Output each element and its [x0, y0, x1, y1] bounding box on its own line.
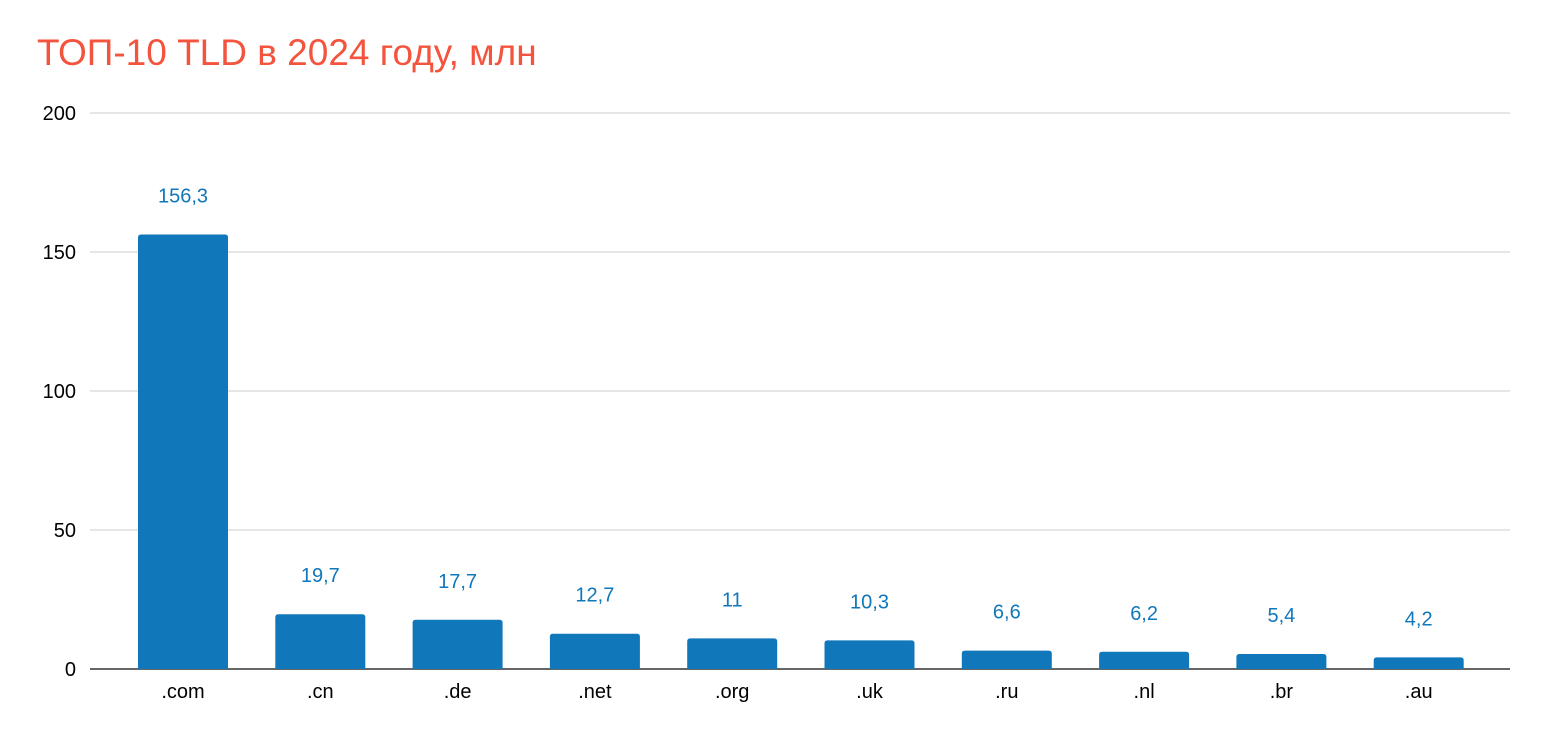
bar	[687, 638, 778, 669]
data-label: 6,6	[993, 602, 1021, 624]
bar	[824, 640, 915, 669]
bar	[961, 650, 1052, 669]
data-label: 4,2	[1405, 608, 1433, 630]
y-tick-label: 150	[43, 242, 76, 264]
data-label: 5,4	[1267, 605, 1295, 627]
data-label: 12,7	[575, 585, 614, 607]
x-tick-label: .net	[578, 681, 612, 703]
bar	[1373, 657, 1464, 669]
bar	[275, 614, 366, 669]
bar	[1236, 653, 1327, 669]
y-tick-label: 0	[65, 659, 76, 681]
x-tick-label: .de	[444, 681, 472, 703]
bar	[138, 234, 228, 669]
x-tick-label: .cn	[307, 681, 334, 703]
x-tick-label: .au	[1405, 681, 1433, 703]
x-tick-label: .nl	[1134, 681, 1155, 703]
x-tick-label: .org	[715, 681, 749, 703]
y-tick-label: 50	[54, 520, 76, 542]
x-tick-label: .com	[161, 681, 204, 703]
chart-title: ТОП-10 TLD в 2024 году, млн	[37, 32, 537, 73]
y-tick-label: 100	[43, 381, 76, 403]
data-label: 11	[722, 589, 743, 611]
x-tick-label: .br	[1270, 681, 1294, 703]
bar	[1099, 651, 1190, 669]
bar	[412, 619, 503, 669]
bar	[549, 633, 640, 669]
data-label: 10,3	[850, 591, 889, 613]
x-tick-label: .ru	[995, 681, 1018, 703]
x-tick-label: .uk	[856, 681, 884, 703]
data-label: 17,7	[438, 571, 477, 593]
data-label: 19,7	[301, 565, 340, 587]
y-tick-label: 200	[43, 103, 76, 125]
data-label: 6,2	[1130, 603, 1158, 625]
data-label: 156,3	[158, 185, 208, 207]
